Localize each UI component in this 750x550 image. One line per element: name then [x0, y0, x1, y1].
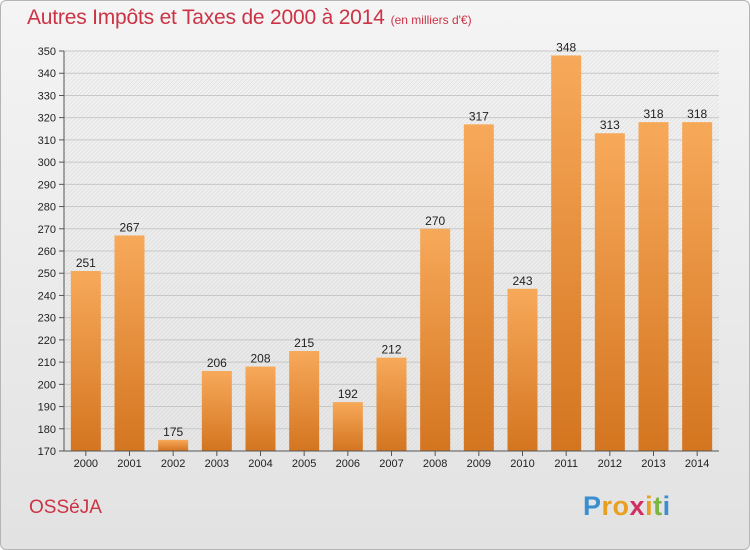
bars-group [70, 55, 713, 451]
x-tick-label: 2006 [336, 458, 360, 470]
proxiti-logo[interactable]: Proxiti [583, 491, 671, 522]
chart-title: Autres Impôts et Taxes de 2000 à 2014 (en… [27, 6, 472, 30]
x-tick-label: 2013 [641, 458, 665, 470]
x-tick-label: 2014 [685, 458, 709, 470]
y-tick-label: 270 [38, 224, 56, 236]
x-tick-label: 2003 [205, 458, 229, 470]
value-label: 215 [294, 336, 314, 350]
value-label: 251 [76, 256, 96, 270]
bar-2003 [201, 371, 232, 451]
y-tick-label: 180 [38, 424, 56, 436]
value-label: 270 [425, 214, 445, 228]
bar-2007 [376, 357, 407, 451]
x-tick-label: 2005 [292, 458, 316, 470]
value-label: 175 [163, 425, 183, 439]
x-tick-label: 2004 [248, 458, 272, 470]
bar-2002 [158, 439, 189, 451]
x-tick-label: 2007 [379, 458, 403, 470]
y-tick-label: 240 [38, 290, 56, 302]
y-tick-label: 250 [38, 268, 56, 280]
bar-2012 [594, 133, 625, 451]
x-tick-label: 2008 [423, 458, 447, 470]
y-tick-label: 330 [38, 90, 56, 102]
x-tick-label: 2000 [74, 458, 98, 470]
x-tick-label: 2010 [510, 458, 534, 470]
bar-2011 [551, 55, 582, 451]
y-tick-label: 220 [38, 335, 56, 347]
logo-letter: x [629, 491, 646, 521]
y-tick-label: 200 [38, 379, 56, 391]
x-tick-label: 2001 [117, 458, 141, 470]
y-tick-label: 170 [38, 446, 56, 458]
chart-unit: (en milliers d'€) [390, 13, 472, 27]
y-tick-label: 310 [38, 135, 56, 147]
value-label: 192 [338, 387, 358, 401]
value-labels: 251 267 175 206 208 215 192 212 270 317 243 348 313 3… [76, 40, 708, 438]
y-tick-label: 320 [38, 113, 56, 125]
value-label: 318 [687, 107, 707, 121]
value-label: 313 [600, 118, 620, 132]
x-tick-label: 2002 [161, 458, 185, 470]
logo-letter: r [601, 491, 613, 521]
logo-letter: P [583, 491, 602, 521]
axis-ticks: 170 180 190 200 210 220 230 240 250 260 270 280 290 3… [38, 46, 719, 470]
y-tick-label: 210 [38, 357, 56, 369]
value-label: 317 [469, 109, 489, 123]
bar-2005 [289, 351, 320, 451]
value-label: 348 [556, 40, 576, 54]
commune-name: OSSéJA [29, 497, 102, 518]
bar-2013 [638, 122, 669, 451]
x-tick-label: 2011 [554, 458, 578, 470]
y-tick-label: 260 [38, 246, 56, 258]
x-tick-label: 2012 [598, 458, 622, 470]
y-tick-label: 340 [38, 68, 56, 80]
logo-letter: i [645, 491, 654, 521]
value-label: 206 [207, 356, 227, 370]
y-tick-label: 280 [38, 202, 56, 214]
value-label: 208 [250, 352, 270, 366]
y-tick-label: 290 [38, 179, 56, 191]
bar-2008 [420, 228, 451, 451]
bar-2001 [114, 235, 145, 451]
y-tick-label: 350 [38, 46, 56, 58]
bar-2004 [245, 366, 276, 451]
bar-2000 [70, 271, 101, 451]
bar-2009 [463, 124, 494, 451]
y-tick-label: 190 [38, 402, 56, 414]
value-label: 267 [119, 220, 139, 234]
y-tick-label: 300 [38, 157, 56, 169]
logo-letter: t [653, 491, 663, 521]
logo-letter: i [662, 491, 671, 521]
x-tick-label: 2009 [467, 458, 491, 470]
value-label: 212 [381, 343, 401, 357]
y-tick-label: 230 [38, 313, 56, 325]
logo-letter: o [612, 491, 630, 521]
value-label: 243 [512, 274, 532, 288]
bar-2014 [682, 122, 713, 451]
chart-title-text: Autres Impôts et Taxes de 2000 à 2014 [27, 6, 385, 29]
bar-2006 [332, 402, 363, 451]
value-label: 318 [643, 107, 663, 121]
bar-2010 [507, 288, 538, 451]
